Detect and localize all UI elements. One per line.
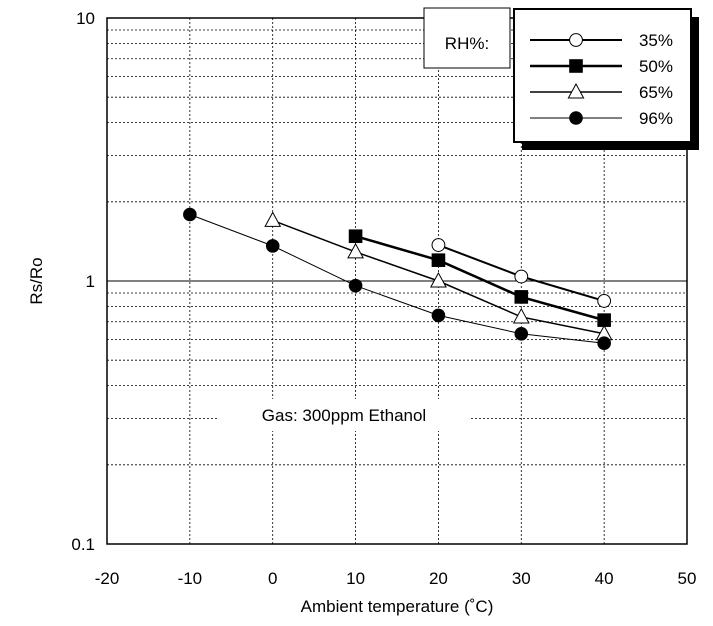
plot-area-border [106,17,688,545]
legend-label: 96% [639,109,673,128]
data-point [514,326,529,341]
series-line [355,235,605,322]
series-35pct [431,238,612,308]
series-96pct [183,207,611,351]
data-point [347,242,365,259]
y-tick-label: 0.1 [71,535,95,554]
annotation-text: Gas: 300ppm Ethanol [262,406,426,425]
legend-item-50pct: 50% [530,57,673,76]
data-point [597,313,611,327]
series-layer [183,207,613,351]
legend-item-35pct: 35% [530,31,673,50]
x-tick-label: -10 [178,569,203,588]
x-tick-label: 30 [512,569,531,588]
legend-title: RH%: [445,34,489,53]
legend-items: 35% 50% 65% 96% [530,31,673,128]
data-point [429,271,447,288]
data-point [597,336,611,351]
data-point [512,307,530,324]
legend-label: 50% [639,57,673,76]
x-tick-label: 40 [595,569,614,588]
x-tick-label: 50 [678,569,697,588]
y-tick-label: 10 [76,9,95,28]
data-point [431,238,446,252]
legend-title-box [423,7,511,69]
data-point [265,239,280,253]
x-tick-labels: -20 -10 0 10 20 30 40 50 [95,569,697,588]
data-point [183,207,197,222]
data-point [431,253,446,267]
data-point [597,294,612,308]
legend-marker [569,59,583,73]
legend-marker [567,82,585,99]
y-tick-label: 1 [86,272,95,291]
legend-box [513,8,692,143]
series-65pct [264,211,613,341]
data-point [514,290,529,304]
series-line [189,214,605,344]
data-point [514,269,529,284]
legend-item-96pct: 96% [530,109,673,128]
annotation-box [218,399,470,431]
data-point [264,211,282,227]
data-point [431,308,446,323]
legend-marker [569,33,583,47]
y-axis-title: Rs/Ro [27,257,46,304]
series-50pct [348,229,611,327]
data-point [348,229,363,244]
y-tick-labels: 0.1 1 10 [71,9,95,554]
x-tick-label: -20 [95,569,120,588]
x-axis-title: Ambient temperature (˚C) [301,597,494,616]
legend-label: 65% [639,83,673,102]
legend-item-65pct: 65% [530,82,673,102]
data-point [348,278,363,293]
legend-label: 35% [639,31,673,50]
legend-marker [569,111,583,125]
x-tick-label: 20 [429,569,448,588]
x-tick-label: 10 [346,569,365,588]
x-tick-label: 0 [268,569,277,588]
